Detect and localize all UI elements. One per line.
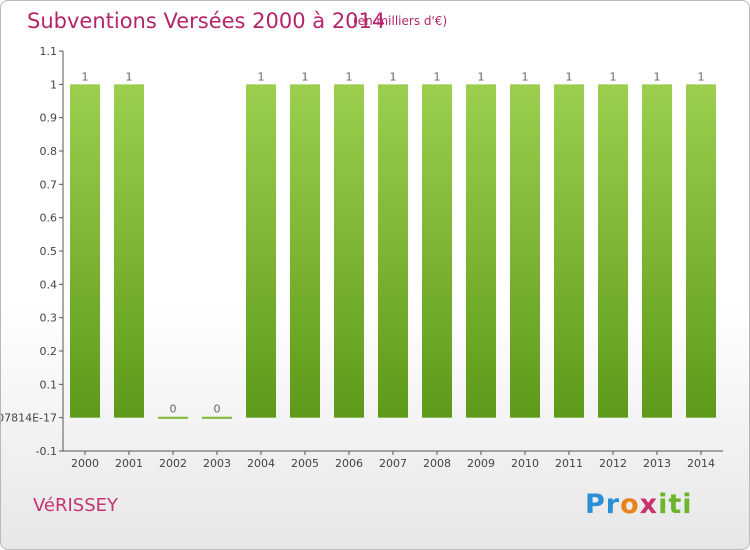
y-tick-label: 0.2 [40,345,58,358]
x-tick-label: 2013 [643,457,671,470]
bar-2002 [158,416,188,419]
x-tick-label: 2002 [159,457,187,470]
bar-2007 [378,84,408,418]
data-label-2006: 1 [346,70,353,83]
y-tick-label: 0.4 [40,278,58,291]
data-label-2010: 1 [522,70,529,83]
x-tick-label: 2004 [247,457,275,470]
data-label-2012: 1 [610,70,617,83]
data-label-2002: 0 [170,403,177,416]
bar-2003 [202,416,232,419]
x-tick-label: 2003 [203,457,231,470]
x-tick-label: 2000 [71,457,99,470]
x-tick-label: 2008 [423,457,451,470]
data-label-2000: 1 [82,70,89,83]
y-tick-label: 0.3 [40,312,58,325]
bar-2001 [114,84,144,418]
logo-letters-4: iti [658,489,693,520]
data-label-2001: 1 [126,70,133,83]
x-tick-label: 2005 [291,457,319,470]
x-tick-label: 2007 [379,457,407,470]
bar-2011 [554,84,584,418]
x-tick-label: 2010 [511,457,539,470]
y-tick-label: 1.1 [40,45,58,58]
y-tick-label: 0.8 [40,145,58,158]
data-label-2009: 1 [478,70,485,83]
bar-2000 [70,84,100,418]
x-tick-label: 2009 [467,457,495,470]
y-tick-label: -0.1 [36,445,57,458]
bar-2006 [334,84,364,418]
y-tick-label: 0.5 [40,245,58,258]
logo-letters-1: Pr [585,489,621,520]
x-tick-label: 2011 [555,457,583,470]
y-tick-label: 1 [50,78,57,91]
bar-2014 [686,84,716,418]
chart-title: Subventions Versées 2000 à 2014 [27,9,386,33]
y-tick-label: 0.1 [40,378,58,391]
x-tick-label: 2001 [115,457,143,470]
y-tick-label: 0.6 [40,212,58,225]
data-label-2003: 0 [214,403,221,416]
x-tick-label: 2014 [687,457,715,470]
y-tick-label: 0.9 [40,112,58,125]
bar-2004 [246,84,276,418]
data-label-2013: 1 [654,70,661,83]
x-tick-label: 2006 [335,457,363,470]
commune-name: VéRISSEY [33,495,119,516]
logo-letters-2: o [620,489,640,520]
bar-2013 [642,84,672,418]
data-label-2014: 1 [698,70,705,83]
bar-2012 [598,84,628,418]
bar-2010 [510,84,540,418]
x-tick-label: 2012 [599,457,627,470]
data-label-2007: 1 [390,70,397,83]
data-label-2008: 1 [434,70,441,83]
bar-2005 [290,84,320,418]
chart-unit: (en milliers d'€) [353,14,448,28]
bar-2008 [422,84,452,418]
bar-2009 [466,84,496,418]
y-tick-label: 1.3877787807814E-17 [1,412,57,425]
proxiti-logo: Proxiti [585,489,693,520]
logo-letters-3: x [639,489,659,520]
data-label-2005: 1 [302,70,309,83]
data-label-2011: 1 [566,70,573,83]
y-tick-label: 0.7 [40,178,58,191]
data-label-2004: 1 [258,70,265,83]
